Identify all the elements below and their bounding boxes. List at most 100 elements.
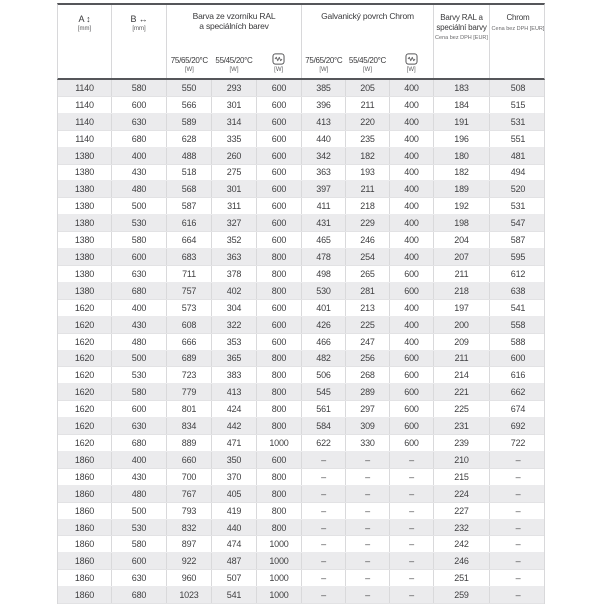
- table-cell: 541: [510, 302, 526, 313]
- table-cell: –: [302, 519, 346, 536]
- table-cell: 488: [167, 147, 212, 164]
- table-cell: 666: [167, 333, 212, 350]
- table-cell: 587: [167, 198, 212, 215]
- table-cell: –: [515, 590, 521, 601]
- table-cell: –: [515, 454, 521, 465]
- table-cell: 500: [112, 198, 167, 215]
- table-cell: 558: [510, 319, 526, 330]
- table-cell: 480: [112, 333, 167, 350]
- table-cell: 1860: [58, 451, 112, 468]
- table-cell: 800: [257, 468, 302, 485]
- table-cell: 600: [257, 80, 302, 96]
- height-a-label: A ↕: [78, 14, 91, 24]
- table-cell: 1860: [58, 519, 112, 536]
- table-cell: –: [302, 587, 346, 604]
- table-cell: 342: [302, 147, 346, 164]
- watt-unit-label: [W]: [229, 67, 239, 73]
- table-cell: 281: [346, 282, 390, 299]
- table-cell: 600: [257, 113, 302, 130]
- table-cell: 600: [390, 367, 434, 384]
- table-header: A ↕ [mm] B ↔ [mm] Barva ze vzorníku RAL …: [57, 3, 545, 80]
- table-cell: 259: [434, 587, 490, 604]
- table-cell: 363: [212, 249, 257, 265]
- table-cell: –: [390, 519, 434, 536]
- table-cell: –: [346, 485, 390, 502]
- group-chrome-subheaders: 75/65/20°C [W] 55/45/20°C [W] [W]: [302, 53, 433, 78]
- table-cell: 600: [257, 316, 302, 333]
- subheader-ral-55: 55/45/20°C [W]: [212, 53, 257, 73]
- table-cell: 189: [434, 181, 490, 198]
- table-row: 1620 400 573 304 600 401 213 400 197 541: [58, 299, 544, 317]
- table-cell: 1620: [58, 401, 112, 418]
- table-cell: 622: [302, 435, 346, 451]
- table-cell: 515: [510, 99, 526, 110]
- table-cell: 494: [510, 167, 526, 178]
- table-cell: –: [302, 468, 346, 485]
- subheader-chrome-75: 75/65/20°C [W]: [302, 53, 346, 73]
- table-cell: 1620: [58, 418, 112, 435]
- price-ral-title-line2: speciální barvy: [436, 22, 487, 32]
- table-cell: –: [346, 570, 390, 587]
- table-cell: 612: [510, 268, 526, 279]
- column-header-width-b: B ↔ [mm]: [112, 5, 167, 78]
- table-cell: 211: [434, 265, 490, 282]
- table-cell: 221: [434, 384, 490, 401]
- table-cell: 430: [112, 164, 167, 181]
- table-cell: 365: [212, 350, 257, 367]
- table-cell: 800: [257, 282, 302, 299]
- table-cell: 1000: [257, 570, 302, 587]
- table-row: 1860 500 793 419 800– – –227–: [58, 502, 544, 520]
- table-cell: 1000: [257, 435, 302, 451]
- table-row: 1860 400 660 350 600– – –210–: [58, 451, 544, 469]
- table-cell: 580: [112, 384, 167, 401]
- table-cell: 251: [434, 570, 490, 587]
- table-cell: 600: [390, 384, 434, 401]
- table-row: 1860 630 960 507 1000– – –251–: [58, 570, 544, 588]
- table-cell: 198: [434, 215, 490, 232]
- table-cell: 385: [302, 80, 346, 96]
- table-cell: 327: [212, 215, 257, 232]
- table-cell: 600: [390, 265, 434, 282]
- subheader-chrome-electric: [W]: [389, 53, 433, 73]
- table-cell: 480: [112, 485, 167, 502]
- column-group-ral-colors: Barva ze vzorníku RAL a speciálních bare…: [167, 5, 302, 78]
- table-cell: 430: [112, 316, 167, 333]
- table-cell: 1380: [58, 232, 112, 249]
- table-cell: 600: [390, 282, 434, 299]
- table-cell: 800: [257, 265, 302, 282]
- table-cell: 220: [346, 113, 390, 130]
- table-cell: 674: [510, 404, 526, 415]
- table-cell: 545: [302, 384, 346, 401]
- table-cell: 711: [167, 265, 212, 282]
- group-chrome-label: Galvanický povrch Chrom: [302, 5, 433, 21]
- table-cell: 211: [434, 350, 490, 367]
- table-cell: 600: [257, 198, 302, 215]
- table-cell: 1140: [58, 113, 112, 130]
- table-row: 1380 530 616 327 600 431 229 400 198 547: [58, 215, 544, 233]
- table-cell: 1000: [257, 536, 302, 553]
- table-cell: 402: [212, 282, 257, 299]
- table-cell: 400: [390, 198, 434, 215]
- table-cell: 200: [434, 316, 490, 333]
- table-cell: 400: [390, 113, 434, 130]
- table-cell: –: [390, 587, 434, 604]
- table-cell: –: [390, 553, 434, 570]
- table-row: 1380 430 518 275 600 363 193 400 182 494: [58, 164, 544, 182]
- table-row: 1620 480 666 353 600 466 247 400 209 588: [58, 333, 544, 351]
- table-cell: 547: [510, 218, 526, 229]
- table-cell: 530: [112, 215, 167, 232]
- table-cell: 1000: [257, 587, 302, 604]
- table-cell: 587: [510, 235, 526, 246]
- table-cell: 580: [112, 232, 167, 249]
- table-cell: 213: [346, 299, 390, 316]
- table-cell: 242: [434, 536, 490, 553]
- table-cell: 600: [257, 164, 302, 181]
- table-cell: 192: [434, 198, 490, 215]
- table-row: 1140 580 550 293 600 385 205 400 183 508: [58, 80, 544, 97]
- table-cell: 227: [434, 502, 490, 519]
- table-cell: 793: [167, 502, 212, 519]
- table-cell: 378: [212, 265, 257, 282]
- column-header-price-ral: Barvy RAL a speciální barvy Cena bez DPH…: [434, 5, 490, 78]
- table-cell: 430: [112, 468, 167, 485]
- table-row: 1620 430 608 322 600 426 225 400 200 558: [58, 316, 544, 334]
